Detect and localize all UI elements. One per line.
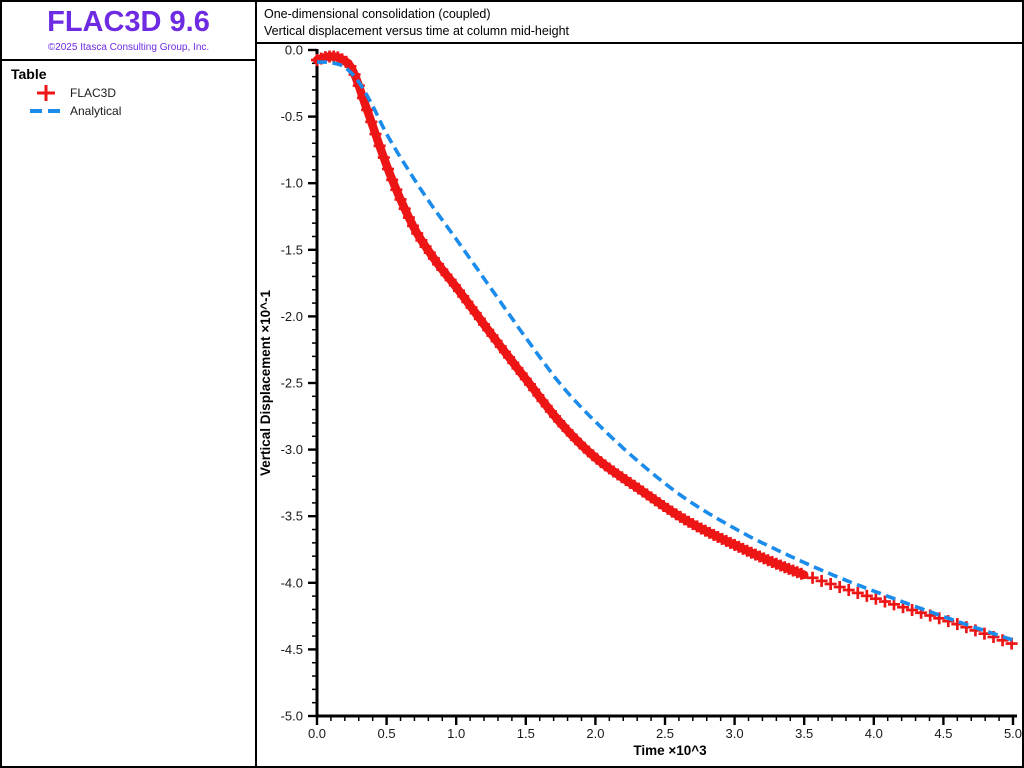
chart-pane: One-dimensional consolidation (coupled) … bbox=[257, 2, 1022, 766]
x-axis-title: Time ×10^3 bbox=[633, 743, 707, 758]
y-tick-label: -1.5 bbox=[281, 242, 303, 257]
x-tick-label: 1.0 bbox=[447, 726, 465, 741]
copyright-text: ©2025 Itasca Consulting Group, Inc. bbox=[47, 42, 210, 53]
x-tick-label: 4.5 bbox=[934, 726, 952, 741]
legend-item-flac3d: FLAC3D bbox=[30, 85, 116, 101]
x-tick-label: 3.5 bbox=[795, 726, 813, 741]
legend-item-analytical: Analytical bbox=[30, 103, 121, 119]
y-tick-label: -4.5 bbox=[281, 642, 303, 657]
y-tick-label: -3.5 bbox=[281, 509, 303, 524]
y-tick-label: -4.0 bbox=[281, 575, 303, 590]
y-tick-label: -5.0 bbox=[281, 709, 303, 724]
legend-label-flac3d: FLAC3D bbox=[70, 86, 117, 100]
x-tick-label: 2.0 bbox=[586, 726, 604, 741]
series-flac3d bbox=[311, 50, 1018, 650]
x-tick-label: 0.5 bbox=[378, 726, 396, 741]
plot-title-line1: One-dimensional consolidation (coupled) bbox=[264, 7, 491, 21]
sidebar-divider bbox=[2, 59, 255, 61]
series-analytical bbox=[316, 60, 1014, 642]
y-tick-label: -3.0 bbox=[281, 442, 303, 457]
dashed-line-icon bbox=[30, 109, 62, 113]
y-tick-label: -1.0 bbox=[281, 176, 303, 191]
y-tick-label: -2.5 bbox=[281, 376, 303, 391]
app-title: FLAC3D 9.6 bbox=[47, 6, 210, 38]
y-tick-label: 0.0 bbox=[285, 44, 303, 58]
title-divider bbox=[257, 42, 1022, 44]
plus-marker-icon bbox=[37, 85, 55, 101]
x-tick-label: 1.5 bbox=[517, 726, 535, 741]
legend-heading: Table bbox=[11, 66, 47, 82]
x-tick-label: 2.5 bbox=[656, 726, 674, 741]
y-tick-label: -2.0 bbox=[281, 309, 303, 324]
x-tick-label: 0.0 bbox=[308, 726, 326, 741]
plot-title-line2: Vertical displacement versus time at col… bbox=[264, 24, 569, 38]
x-tick-label: 4.0 bbox=[865, 726, 883, 741]
x-tick-label: 5.0 bbox=[1004, 726, 1022, 741]
legend-panel: FLAC3D 9.6 ©2025 Itasca Consulting Group… bbox=[2, 2, 257, 766]
legend-label-analytical: Analytical bbox=[70, 104, 122, 118]
y-axis-title: Vertical Displacement ×10^-1 bbox=[258, 289, 273, 476]
axes: 0.0 0.5 1.0 1.5 2.0 2.5 3.0 3.5 4.0 4.5 5.0 0.0 -0.5… bbox=[258, 44, 1022, 758]
plot-svg: 0.0 0.5 1.0 1.5 2.0 2.5 3.0 3.5 4.0 4.5 5.0 0.0 -0.5… bbox=[258, 44, 1022, 758]
x-tick-label: 3.0 bbox=[726, 726, 744, 741]
y-tick-label: -0.5 bbox=[281, 109, 303, 124]
